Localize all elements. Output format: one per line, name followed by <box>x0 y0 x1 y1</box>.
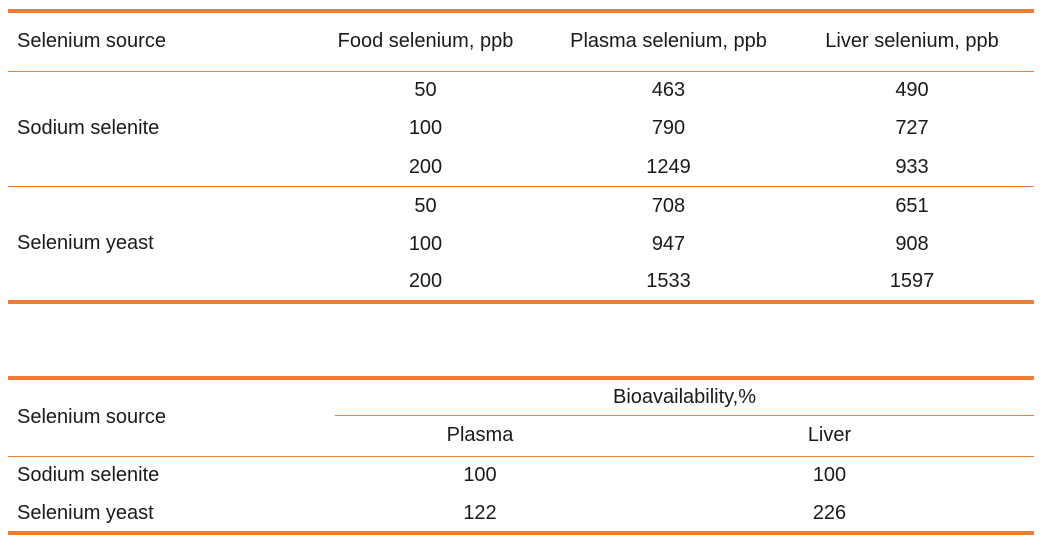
table-row: 200 1533 1597 <box>8 264 1034 303</box>
column-header-selenium-source: Selenium source <box>17 30 166 53</box>
table-row: Sodium selenite 50 463 490 <box>8 71 1034 139</box>
table-row: 200 1249 933 <box>8 148 1034 187</box>
bioavailability-table: Selenium source Bioavailability,% Plasma… <box>8 376 1034 535</box>
cell-plasma-bioavailability: 122 <box>463 501 497 524</box>
column-header-plasma: Plasma <box>335 415 625 457</box>
table1-header-row: Selenium source Food selenium, ppb Plasm… <box>8 11 1034 71</box>
cell-plasma-selenium: 708 <box>651 194 686 217</box>
table2-span-header-row: Selenium source Bioavailability,% <box>8 378 1034 457</box>
table-row: 100 947 908 <box>8 225 1034 264</box>
group-selenium-yeast: Selenium yeast 50 708 651 100 947 908 20… <box>8 187 1034 303</box>
cell-plasma-selenium: 790 <box>651 117 686 140</box>
column-header-plasma-selenium: Plasma selenium, ppb <box>570 30 767 53</box>
cell-food-selenium: 100 <box>408 117 443 140</box>
cell-food-selenium: 200 <box>408 270 443 293</box>
group-sodium-selenite: Sodium selenite 50 463 490 100 790 727 2… <box>8 71 1034 187</box>
cell-liver-selenium: 727 <box>895 117 929 140</box>
cell-plasma-selenium: 1249 <box>646 155 691 178</box>
cell-liver-selenium: 933 <box>895 155 929 178</box>
cell-plasma-selenium: 463 <box>651 79 686 101</box>
column-header-liver-selenium: Liver selenium, ppb <box>825 30 999 53</box>
table-row: 100 790 727 <box>8 110 1034 149</box>
selenium-concentration-table: Selenium source Food selenium, ppb Plasm… <box>8 9 1034 304</box>
row-label-selenium-yeast: Selenium yeast <box>17 501 154 524</box>
table-row: Selenium yeast 50 708 651 <box>8 187 1034 255</box>
cell-food-selenium: 200 <box>408 155 443 178</box>
table2-sub-header-row: Plasma Liver <box>8 415 1034 457</box>
table1-header: Selenium source Food selenium, ppb Plasm… <box>8 11 1034 71</box>
cell-liver-selenium: 1597 <box>889 270 935 293</box>
cell-food-selenium: 50 <box>414 194 437 217</box>
column-header-selenium-source: Selenium source <box>8 378 335 457</box>
cell-food-selenium: 100 <box>408 232 443 255</box>
cell-liver-selenium: 651 <box>895 194 929 217</box>
row-label-selenium-yeast: Selenium yeast <box>17 232 154 254</box>
cell-liver-selenium: 908 <box>895 232 929 255</box>
column-header-liver: Liver <box>625 415 1034 457</box>
cell-plasma-selenium: 1533 <box>646 270 691 293</box>
cell-liver-bioavailability: 226 <box>812 501 847 524</box>
cell-liver-selenium: 490 <box>895 79 929 101</box>
cell-liver-bioavailability: 100 <box>812 464 847 487</box>
row-label-sodium-selenite: Sodium selenite <box>17 117 160 140</box>
column-header-bioavailability: Bioavailability,% <box>335 378 1034 416</box>
cell-plasma-bioavailability: 100 <box>463 464 497 487</box>
table-row: Sodium selenite 100 100 <box>8 456 1034 495</box>
cell-plasma-selenium: 947 <box>651 232 686 255</box>
column-header-food-selenium: Food selenium, ppb <box>337 30 514 53</box>
row-label-sodium-selenite: Sodium selenite <box>17 464 160 487</box>
table-row: Selenium yeast 122 226 <box>8 495 1034 533</box>
cell-food-selenium: 50 <box>414 79 437 101</box>
